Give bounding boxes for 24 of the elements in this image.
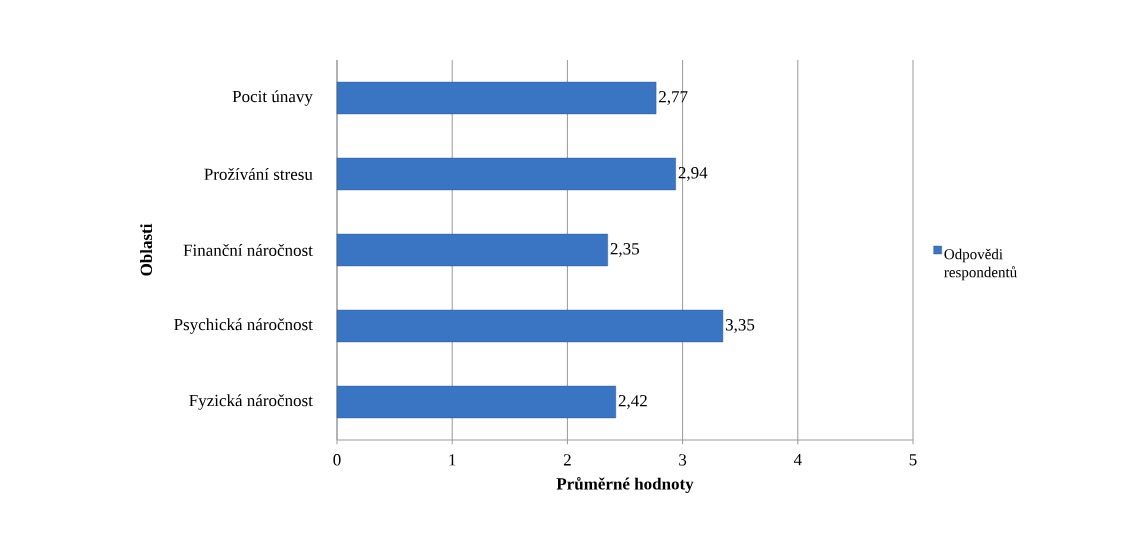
y-tick-label: Finanční náročnost bbox=[183, 244, 313, 256]
bar bbox=[336, 233, 608, 267]
bar bbox=[336, 157, 676, 191]
y-tick-label: Pocit únavy bbox=[232, 90, 313, 106]
x-tick-label: 0 bbox=[333, 454, 341, 466]
legend-label: Odpovědi respondentů bbox=[944, 248, 1017, 281]
x-tick-label: 1 bbox=[449, 454, 456, 466]
y-tick-label: Psychická náročnost bbox=[174, 318, 313, 334]
x-axis-title: Průměrné hodnoty bbox=[556, 477, 694, 494]
y-tick-label: Fyzická náročnost bbox=[189, 394, 313, 410]
y-tick-label: Prožívání stresu bbox=[204, 168, 313, 180]
bar bbox=[336, 309, 724, 343]
x-tick-label: 3 bbox=[679, 454, 687, 466]
data-label: 2,35 bbox=[610, 243, 640, 257]
x-tick-label: 2 bbox=[563, 454, 571, 466]
data-label: 2,94 bbox=[678, 167, 708, 181]
data-label: 2,77 bbox=[659, 91, 688, 105]
x-tick-label: 4 bbox=[793, 454, 802, 466]
bar bbox=[336, 385, 616, 419]
bar bbox=[336, 81, 657, 115]
y-axis-title: Oblasti bbox=[140, 223, 153, 276]
x-tick-label: 5 bbox=[909, 454, 917, 466]
data-label: 2,42 bbox=[618, 395, 647, 409]
data-label: 3,35 bbox=[725, 319, 755, 333]
